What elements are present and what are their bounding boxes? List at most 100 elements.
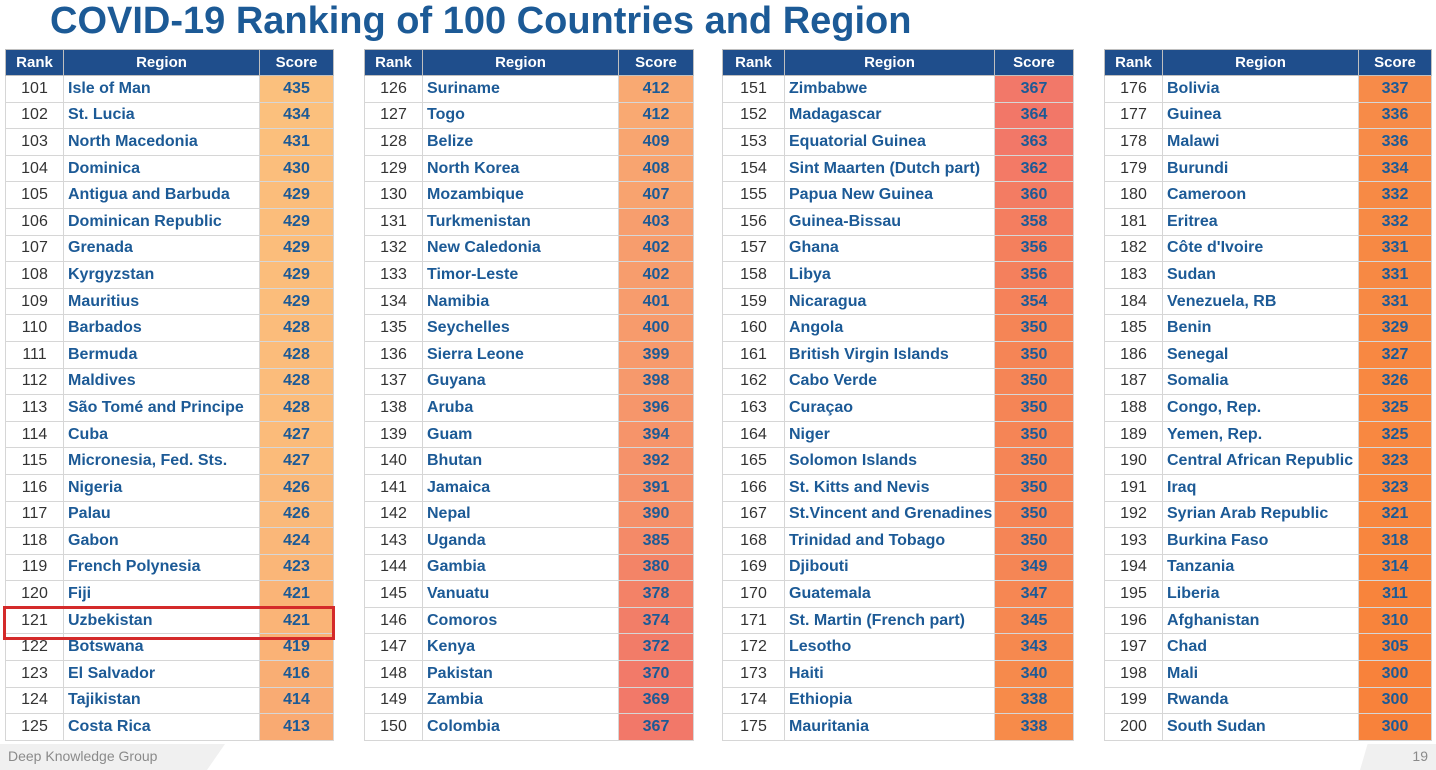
region-cell: Sudan [1162,261,1359,289]
region-cell: Lesotho [784,633,995,662]
region-cell: Eritrea [1162,207,1359,236]
score-cell: 429 [259,261,334,289]
region-cell: Dominican Republic [63,207,260,236]
score-cell: 314 [1358,553,1432,582]
table-row: 179 Burundi 334 [1104,154,1432,183]
score-cell: 300 [1358,686,1432,715]
table-row: 105 Antigua and Barbuda 429 [5,181,334,209]
region-cell: Tajikistan [63,686,260,715]
table-row: 102 St. Lucia 434 [5,101,334,130]
table-row: 197 Chad 305 [1104,633,1432,662]
region-cell: Angola [784,314,995,342]
score-cell: 343 [994,633,1074,662]
score-cell: 321 [1358,500,1432,529]
rank-cell: 147 [364,633,423,662]
score-cell: 360 [994,181,1074,209]
table-row: 162 Cabo Verde 350 [722,367,1074,396]
table-header-row: Rank Region Score [1104,49,1432,76]
table-row: 186 Senegal 327 [1104,340,1432,369]
rank-cell: 150 [364,713,423,741]
table-row: 151 Zimbabwe 367 [722,75,1074,103]
region-cell: Zimbabwe [784,75,995,103]
table-row: 185 Benin 329 [1104,314,1432,342]
score-cell: 370 [618,660,694,688]
page-title: COVID-19 Ranking of 100 Countries and Re… [50,0,912,42]
rank-cell: 198 [1104,660,1163,688]
table-header-row: Rank Region Score [364,49,694,76]
region-cell: Somalia [1162,367,1359,396]
region-header: Region [422,49,619,76]
rank-cell: 118 [5,527,64,555]
footer-source-label: Deep Knowledge Group [8,748,158,764]
region-cell: Vanuatu [422,580,619,608]
region-cell: Guinea [1162,101,1359,130]
region-cell: Niger [784,420,995,449]
rank-cell: 158 [722,261,785,289]
score-cell: 428 [259,340,334,369]
table-row: 199 Rwanda 300 [1104,686,1432,715]
score-cell: 325 [1358,394,1432,422]
table-row: 188 Congo, Rep. 325 [1104,394,1432,422]
score-cell: 350 [994,420,1074,449]
score-cell: 434 [259,101,334,130]
table-row: 160 Angola 350 [722,314,1074,342]
rank-cell: 155 [722,181,785,209]
score-cell: 391 [618,473,694,502]
table-row: 175 Mauritania 338 [722,713,1074,741]
score-cell: 350 [994,394,1074,422]
rank-cell: 169 [722,553,785,582]
rank-cell: 175 [722,713,785,741]
score-cell: 428 [259,314,334,342]
rank-cell: 111 [5,340,64,369]
table-row: 164 Niger 350 [722,420,1074,449]
region-cell: Côte d'Ivoire [1162,234,1359,263]
score-cell: 378 [618,580,694,608]
region-cell: Zambia [422,686,619,715]
table-row: 142 Nepal 390 [364,500,694,529]
region-cell: Kenya [422,633,619,662]
score-cell: 426 [259,473,334,502]
table-row: 167 St.Vincent and Grenadines 350 [722,500,1074,529]
rank-cell: 168 [722,527,785,555]
region-cell: Burundi [1162,154,1359,183]
table-row: 115 Micronesia, Fed. Sts. 427 [5,447,334,475]
score-cell: 401 [618,287,694,316]
rank-cell: 192 [1104,500,1163,529]
score-cell: 398 [618,367,694,396]
region-cell: Suriname [422,75,619,103]
score-cell: 358 [994,207,1074,236]
rank-cell: 178 [1104,128,1163,156]
rank-cell: 107 [5,234,64,263]
region-cell: Grenada [63,234,260,263]
score-header: Score [259,49,334,76]
rank-header: Rank [722,49,785,76]
region-cell: Liberia [1162,580,1359,608]
score-cell: 347 [994,580,1074,608]
table-row: 104 Dominica 430 [5,154,334,183]
region-cell: Cameroon [1162,181,1359,209]
score-cell: 431 [259,128,334,156]
table-row: 189 Yemen, Rep. 325 [1104,420,1432,449]
region-cell: Isle of Man [63,75,260,103]
score-cell: 429 [259,207,334,236]
region-cell: Fiji [63,580,260,608]
rank-cell: 156 [722,207,785,236]
score-cell: 331 [1358,287,1432,316]
rank-cell: 172 [722,633,785,662]
table-row: 111 Bermuda 428 [5,340,334,369]
table-row: 165 Solomon Islands 350 [722,447,1074,475]
rank-cell: 188 [1104,394,1163,422]
table-row: 169 Djibouti 349 [722,553,1074,582]
score-cell: 416 [259,660,334,688]
region-cell: Ethiopia [784,686,995,715]
score-cell: 409 [618,128,694,156]
score-cell: 318 [1358,527,1432,555]
region-cell: Libya [784,261,995,289]
table-row: 180 Cameroon 332 [1104,181,1432,209]
score-cell: 396 [618,394,694,422]
rank-cell: 154 [722,154,785,183]
table-row: 117 Palau 426 [5,500,334,529]
table-row: 135 Seychelles 400 [364,314,694,342]
score-cell: 367 [994,75,1074,103]
region-cell: New Caledonia [422,234,619,263]
